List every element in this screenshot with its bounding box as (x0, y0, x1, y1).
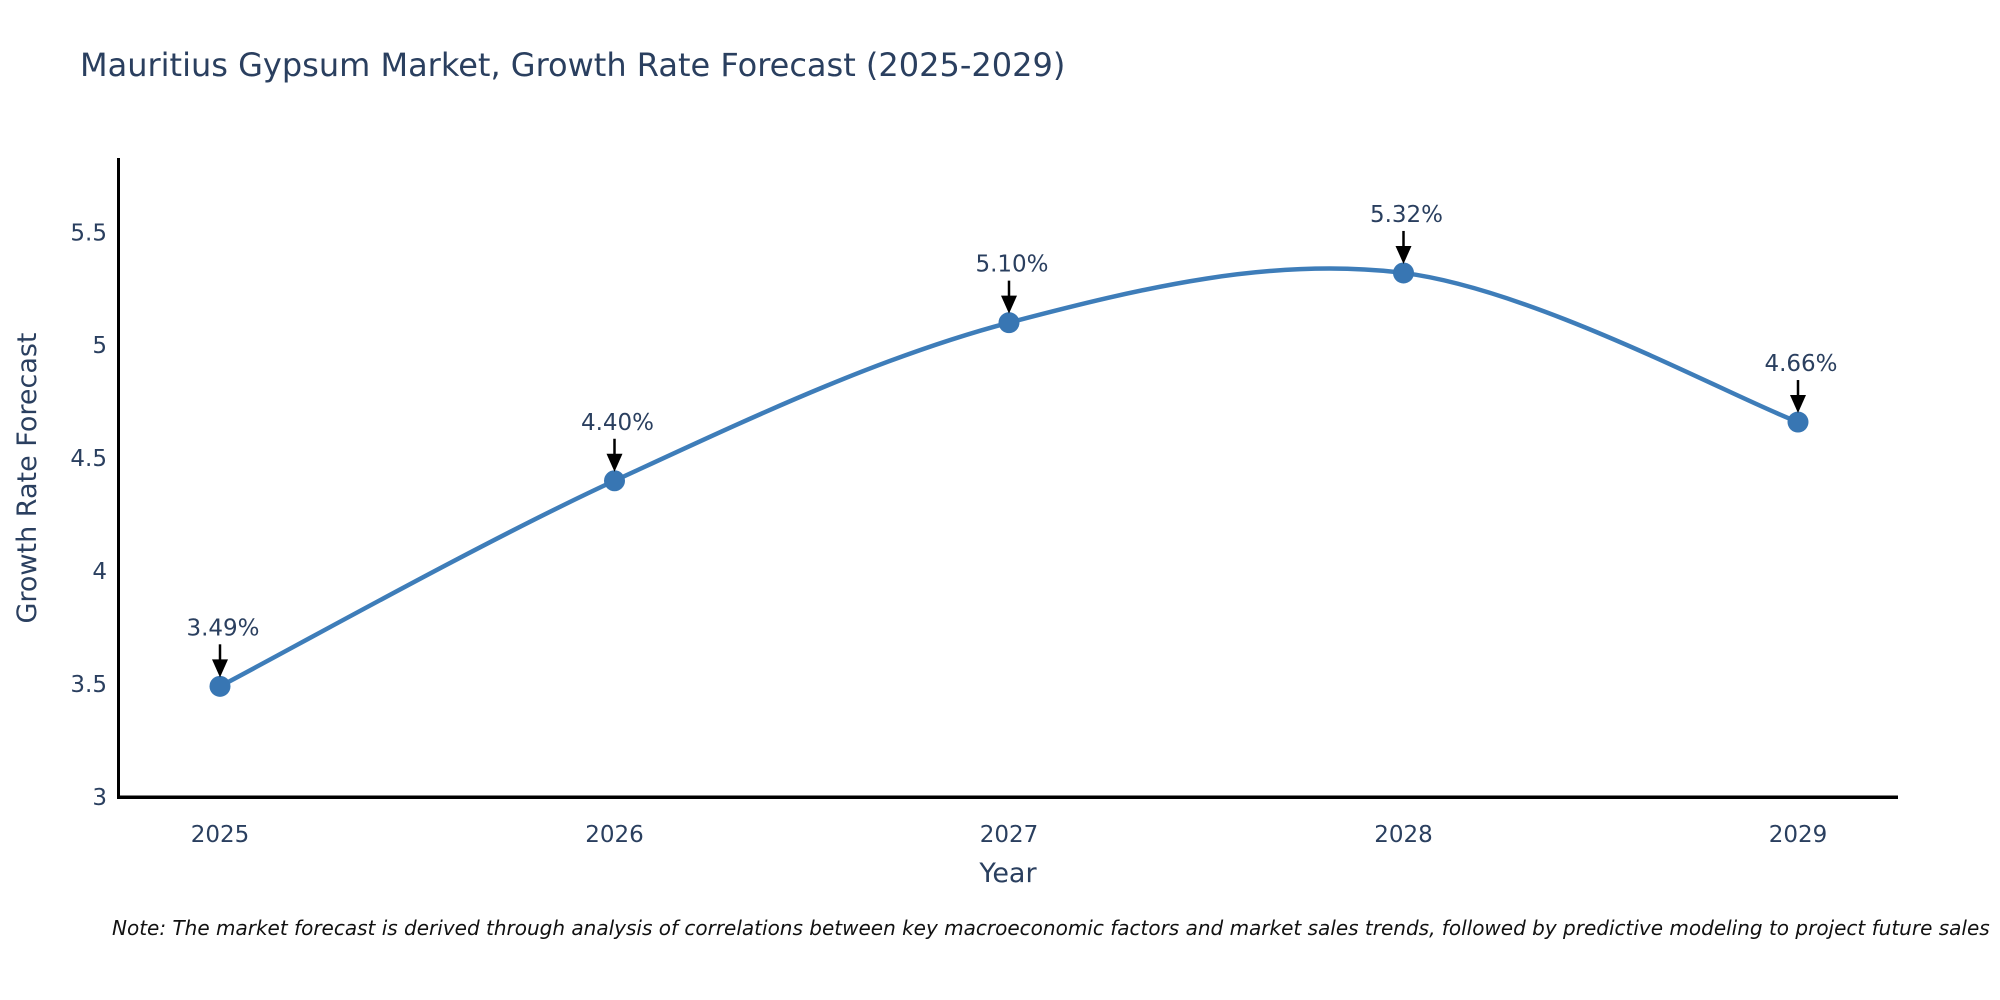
annotation-label: 4.40% (581, 410, 654, 436)
annotation-arrowhead (212, 659, 228, 678)
y-axis-title: Growth Rate Forecast (12, 332, 43, 623)
annotation-label: 4.66% (1764, 351, 1837, 377)
footnote: Note: The market forecast is derived thr… (112, 916, 1990, 940)
x-tick-label: 2025 (191, 822, 250, 848)
point-annotations: 3.49% 4.40% 5.10% 5.32% 4.66% (186, 202, 1838, 678)
x-axis-title: Year (978, 858, 1037, 889)
y-tick-label: 5 (92, 333, 107, 359)
y-tick-label: 3 (92, 785, 107, 811)
x-axis-tick-labels: 2025 2026 2027 2028 2029 (191, 822, 1828, 848)
chart-title: Mauritius Gypsum Market, Growth Rate For… (80, 46, 1066, 84)
data-point-marker (998, 312, 1020, 334)
annotation-label: 3.49% (186, 615, 259, 641)
x-tick-label: 2029 (1769, 822, 1828, 848)
data-point-marker (209, 675, 231, 697)
forecast-line-series (209, 262, 1809, 697)
x-tick-label: 2028 (1374, 822, 1433, 848)
annotation-arrowhead (1395, 245, 1412, 264)
annotation-arrowhead (1001, 295, 1017, 314)
y-axis-tick-labels: 3 3.5 4 4.5 5 5.5 (70, 220, 107, 811)
data-point-marker (1393, 262, 1414, 284)
y-tick-label: 3.5 (70, 672, 107, 698)
data-point-marker (604, 470, 625, 492)
annotation-label: 5.10% (975, 252, 1048, 278)
x-tick-label: 2026 (585, 822, 644, 848)
annotation-arrowhead (1790, 395, 1806, 414)
annotation-label: 5.32% (1370, 202, 1443, 228)
data-point-marker (1787, 411, 1809, 433)
annotation-arrowhead (606, 453, 623, 472)
x-tick-label: 2027 (980, 822, 1039, 848)
y-tick-label: 4.5 (70, 446, 107, 472)
y-tick-label: 4 (92, 559, 107, 585)
y-tick-label: 5.5 (70, 220, 107, 246)
